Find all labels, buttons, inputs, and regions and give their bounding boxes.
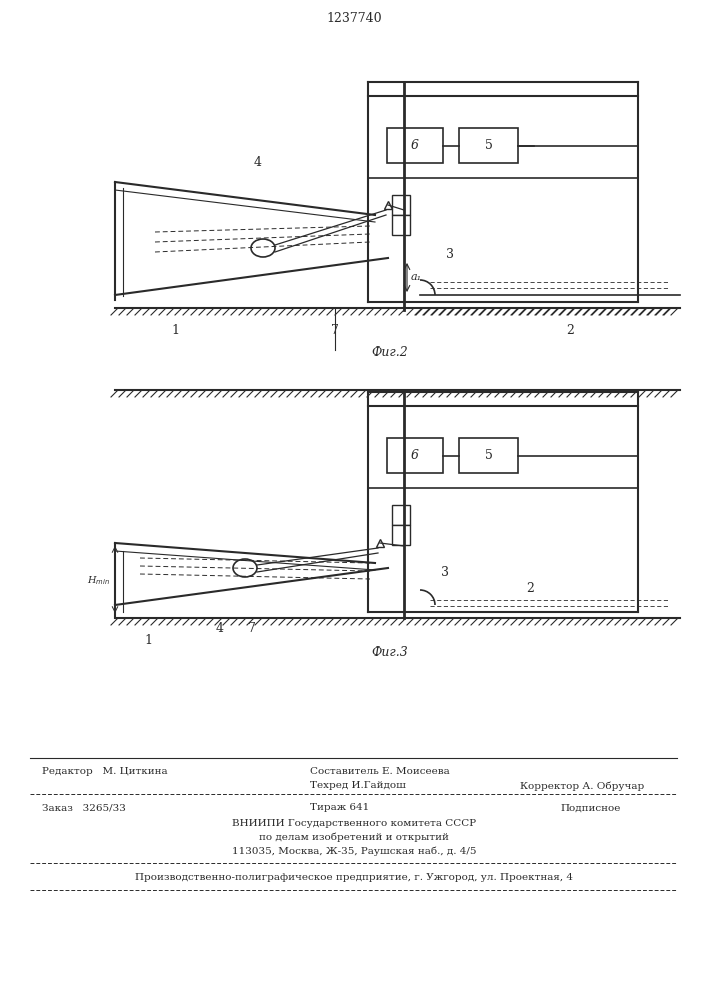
Text: 1: 1 <box>144 634 152 647</box>
Text: Фиг.2: Фиг.2 <box>372 346 409 359</box>
Bar <box>392 195 410 215</box>
Text: 2: 2 <box>566 324 574 336</box>
Text: ВНИИПИ Государственного комитета СССР: ВНИИПИ Государственного комитета СССР <box>232 818 476 828</box>
Text: Производственно-полиграфическое предприятие, г. Ужгород, ул. Проектная, 4: Производственно-полиграфическое предприя… <box>135 874 573 882</box>
Text: Подписное: Подписное <box>560 804 620 812</box>
Text: 1: 1 <box>171 324 179 336</box>
Text: 3: 3 <box>441 566 449 578</box>
Text: Составитель Е. Моисеева: Составитель Е. Моисеева <box>310 768 450 776</box>
Text: a₁: a₁ <box>411 272 422 282</box>
Bar <box>387 438 443 473</box>
Text: 6: 6 <box>411 139 419 152</box>
Text: Техред И.Гайдош: Техред И.Гайдош <box>310 782 406 790</box>
Text: Корректор А. Обручар: Корректор А. Обручар <box>520 781 644 791</box>
Bar <box>459 438 518 473</box>
Text: 5: 5 <box>484 139 493 152</box>
Text: 3: 3 <box>446 248 454 261</box>
Text: 4: 4 <box>254 156 262 169</box>
Bar <box>392 505 410 525</box>
Bar <box>459 128 518 163</box>
Text: 7: 7 <box>248 621 256 635</box>
Text: Фиг.3: Фиг.3 <box>372 647 409 660</box>
Text: 7: 7 <box>331 324 339 336</box>
Bar <box>392 215 410 235</box>
Bar <box>387 128 443 163</box>
Text: 5: 5 <box>484 449 493 462</box>
Text: H$_{min}$: H$_{min}$ <box>87 574 110 587</box>
Text: 4: 4 <box>216 621 224 635</box>
Text: Редактор   М. Циткина: Редактор М. Циткина <box>42 768 168 776</box>
Text: 6: 6 <box>411 449 419 462</box>
Text: Тираж 641: Тираж 641 <box>310 804 369 812</box>
Text: по делам изобретений и открытий: по делам изобретений и открытий <box>259 832 449 842</box>
Text: Заказ   3265/33: Заказ 3265/33 <box>42 804 126 812</box>
Text: 2: 2 <box>526 582 534 594</box>
Bar <box>392 525 410 545</box>
Text: 1237740: 1237740 <box>326 11 382 24</box>
Text: 113035, Москва, Ж-35, Раушская наб., д. 4/5: 113035, Москва, Ж-35, Раушская наб., д. … <box>232 846 477 856</box>
